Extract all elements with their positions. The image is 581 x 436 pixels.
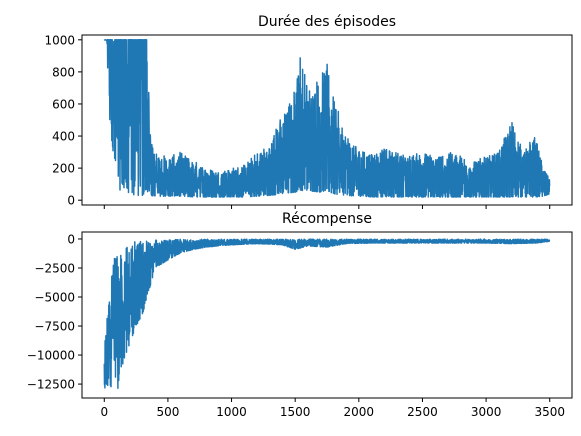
x-tick-label: 0 (100, 405, 108, 419)
y-axis: 0 −2500 −5000 −7500 −10000 −12500 (27, 232, 82, 392)
plot-frame (81, 231, 573, 399)
y-tick-label: 0 (67, 194, 75, 208)
y-tick-label: −5000 (34, 291, 75, 305)
x-tick-label: 3500 (534, 405, 565, 419)
series-group (103, 39, 551, 198)
x-axis: 0 500 1000 1500 2000 2500 3000 3500 (100, 398, 565, 419)
episode-duration-chart: Durée des épisodes 0 200 400 600 800 1000 (44, 14, 573, 209)
y-tick-label: 200 (52, 162, 75, 176)
series-line (103, 238, 551, 389)
series-group (103, 238, 551, 389)
x-tick-label: 1000 (216, 405, 247, 419)
y-tick-label: −12500 (27, 378, 75, 392)
y-tick-label: −10000 (27, 349, 75, 363)
y-tick-label: 0 (67, 232, 75, 246)
y-tick-label: 800 (52, 65, 75, 79)
x-tick-label: 1500 (280, 405, 311, 419)
x-tick-label: 500 (156, 405, 179, 419)
y-axis: 0 200 400 600 800 1000 (44, 33, 82, 208)
chart-title: Durée des épisodes (258, 14, 396, 30)
y-tick-label: −7500 (34, 320, 75, 334)
chart-title: Récompense (282, 211, 372, 227)
series-line (103, 39, 551, 198)
y-tick-label: 600 (52, 97, 75, 111)
x-tick-label: 2000 (344, 405, 375, 419)
x-axis (103, 205, 551, 209)
x-tick-label: 3000 (471, 405, 502, 419)
y-tick-label: 400 (52, 130, 75, 144)
plot-frame (81, 34, 573, 206)
reward-chart: Récompense 0 500 1000 1500 2000 2500 3000 3500 … (27, 211, 573, 419)
y-tick-label: 1000 (44, 33, 75, 47)
x-tick-label: 2500 (407, 405, 438, 419)
y-tick-label: −2500 (34, 261, 75, 275)
